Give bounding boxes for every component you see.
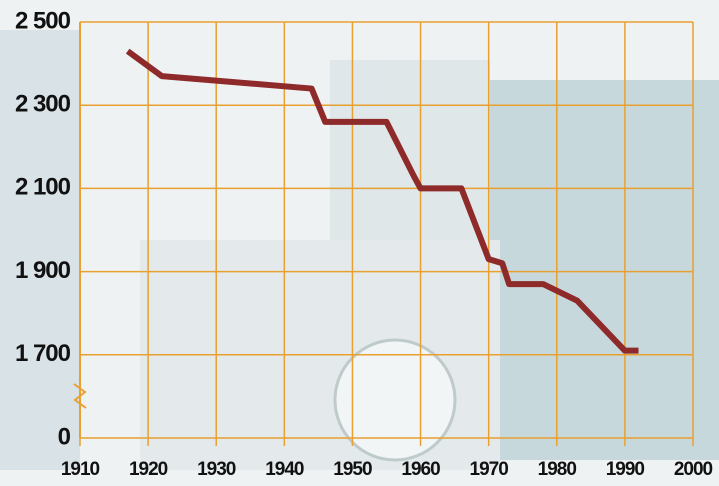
x-tick-label: 1920 xyxy=(129,459,168,480)
x-tick-label: 1930 xyxy=(197,459,236,480)
y-tick-label: 1 700 xyxy=(15,340,71,367)
y-tick-label: 2 300 xyxy=(15,91,71,118)
y-tick-label: 2 500 xyxy=(15,7,71,34)
x-tick-label: 1980 xyxy=(538,459,577,480)
x-tick-label: 2000 xyxy=(674,459,713,480)
x-tick-label: 1990 xyxy=(606,459,645,480)
y-tick-label: 1 900 xyxy=(15,257,71,284)
x-tick-label: 1970 xyxy=(470,459,509,480)
chart: 0 1 700 1 900 2 100 2 300 2 500 1910 1920 1930 19… xyxy=(0,0,719,486)
x-tick-label: 1960 xyxy=(401,459,440,480)
y-tick-label: 2 100 xyxy=(15,174,71,201)
x-tick-label: 1910 xyxy=(61,459,100,480)
y-tick-label: 0 xyxy=(58,423,71,450)
x-tick-label: 1950 xyxy=(333,459,372,480)
x-tick-label: 1940 xyxy=(265,459,304,480)
